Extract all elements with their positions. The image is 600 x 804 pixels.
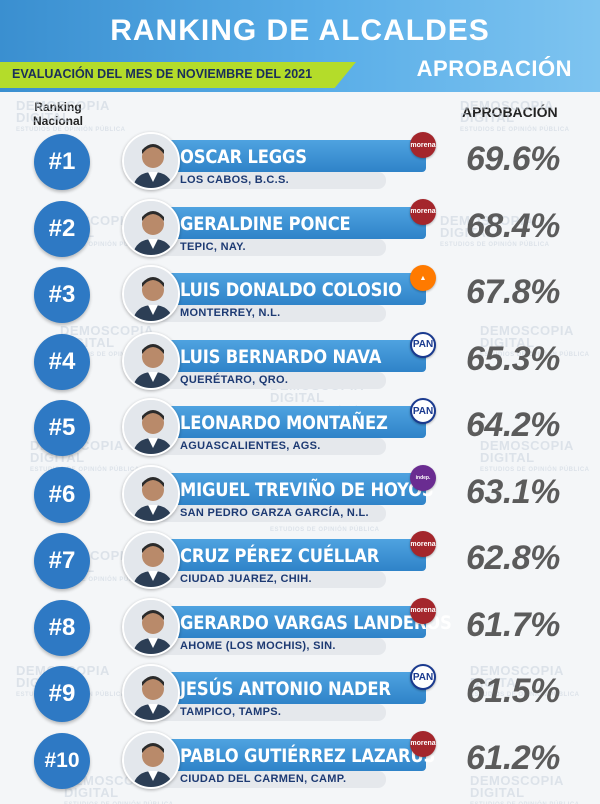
city-bar: TAMPICO, TAMPS. <box>152 704 386 721</box>
name-bar: GERALDINE PONCE <box>152 206 426 239</box>
subtitle-text: EVALUACIÓN DEL MES DE NOVIEMBRE DEL 2021 <box>12 67 313 81</box>
party-logo-icon: PAN <box>410 664 436 690</box>
city-bar: MONTERREY, N.L. <box>152 305 386 322</box>
party-logo-icon: morena <box>410 531 436 557</box>
approval-percentage: 68.4% <box>466 206 560 245</box>
ranking-row: #5 LEONARDO MONTAÑEZ AGUASCALIENTES, AGS. P… <box>0 394 600 460</box>
mayor-name: PABLO GUTIÉRREZ LAZARUS <box>180 744 436 767</box>
name-bar: CRUZ PÉREZ CUÉLLAR <box>152 539 426 571</box>
city-bar: CIUDAD JUAREZ, CHIH. <box>152 571 386 588</box>
party-logo-icon: morena <box>410 597 436 624</box>
ranking-row: #7 CRUZ PÉREZ CUÉLLAR CIUDAD JUAREZ, CHIH.… <box>0 527 600 593</box>
ranking-row: #4 LUIS BERNARDO NAVA QUERÉTARO, QRO. PAN 65… <box>0 328 600 394</box>
approval-percentage: 69.6% <box>466 140 560 178</box>
ranking-row: #6 MIGUEL TREVIÑO DE HOYOS SAN PEDRO GARZA… <box>0 461 600 527</box>
mayor-name: LUIS BERNARDO NAVA <box>180 345 382 368</box>
avatar <box>122 597 180 656</box>
mayor-name: LUIS DONALDO COLOSIO <box>180 279 402 301</box>
ranking-row: #2 GERALDINE PONCE TEPIC, NAY. morena 68.4% <box>0 195 600 261</box>
approval-percentage: 67.8% <box>466 273 560 311</box>
rank-badge: #10 <box>34 732 90 789</box>
ranking-row: #1 OSCAR LEGGS LOS CABOS, B.C.S. morena 69.6… <box>0 128 600 194</box>
party-logo-icon: morena <box>410 132 436 158</box>
city-bar: AHOME (LOS MOCHIS), SIN. <box>152 637 386 655</box>
mayor-name: OSCAR LEGGS <box>180 146 307 168</box>
city-bar: AGUASCALIENTES, AGS. <box>152 438 386 455</box>
ranking-row: #8 GERARDO VARGAS LANDEROS AHOME (LOS MOCH… <box>0 594 600 660</box>
avatar <box>122 198 180 257</box>
rank-badge: #1 <box>34 134 90 190</box>
rank-badge: #7 <box>34 533 90 589</box>
approval-percentage: 61.5% <box>466 672 560 710</box>
avatar <box>122 398 180 456</box>
name-bar: GERARDO VARGAS LANDEROS <box>152 605 452 638</box>
party-logo-icon: indep. <box>410 464 436 491</box>
approval-percentage: 62.8% <box>466 539 560 577</box>
page-title: RANKING DE ALCALDES <box>110 14 490 47</box>
avatar <box>122 331 180 390</box>
party-logo-icon: PAN <box>410 398 436 424</box>
approval-percentage: 65.3% <box>466 339 560 378</box>
city-name: MONTERREY, N.L. <box>180 307 281 319</box>
mayor-name: CRUZ PÉREZ CUÉLLAR <box>180 545 380 567</box>
city-name: TEPIC, NAY. <box>180 240 246 253</box>
ranking-row: #10 PABLO GUTIÉRREZ LAZARUS CIUDAD DEL CAR… <box>0 727 600 793</box>
name-bar: LUIS DONALDO COLOSIO <box>152 273 426 305</box>
ranking-row: #9 JESÚS ANTONIO NADER TAMPICO, TAMPS. PAN 6… <box>0 660 600 726</box>
city-name: TAMPICO, TAMPS. <box>180 706 282 718</box>
header-banner: RANKING DE ALCALDES EVALUACIÓN DEL MES D… <box>0 0 600 92</box>
city-name: SAN PEDRO GARZA GARCÍA, N.L. <box>180 506 369 519</box>
approval-percentage: 63.1% <box>466 472 560 511</box>
avatar <box>122 664 180 722</box>
party-logo-icon: morena <box>410 730 436 757</box>
city-bar: SAN PEDRO GARZA GARCÍA, N.L. <box>152 504 386 522</box>
mayor-name: LEONARDO MONTAÑEZ <box>180 412 388 434</box>
city-name: QUERÉTARO, QRO. <box>180 373 289 386</box>
rank-badge: #3 <box>34 267 90 323</box>
city-bar: CIUDAD DEL CARMEN, CAMP. <box>152 770 386 788</box>
name-bar: OSCAR LEGGS <box>152 140 426 172</box>
city-name: AGUASCALIENTES, AGS. <box>180 440 321 452</box>
avatar <box>122 730 180 789</box>
avatar <box>122 132 180 190</box>
city-name: CIUDAD DEL CARMEN, CAMP. <box>180 772 347 785</box>
avatar <box>122 531 180 589</box>
city-bar: TEPIC, NAY. <box>152 238 386 256</box>
city-name: CIUDAD JUAREZ, CHIH. <box>180 573 312 585</box>
city-name: AHOME (LOS MOCHIS), SIN. <box>180 639 336 652</box>
name-bar: JESÚS ANTONIO NADER <box>152 672 426 704</box>
mayor-name: JESÚS ANTONIO NADER <box>180 678 391 700</box>
avatar <box>122 265 180 323</box>
aprobacion-column-label: APROBACIÓN <box>462 104 558 120</box>
rank-badge: #2 <box>34 200 90 257</box>
approval-percentage: 64.2% <box>466 406 560 444</box>
rank-badge: #5 <box>34 400 90 456</box>
header-aprobacion: APROBACIÓN <box>416 56 572 81</box>
rank-badge: #8 <box>34 599 90 656</box>
mayor-name: GERARDO VARGAS LANDEROS <box>180 611 452 634</box>
party-logo-icon: PAN <box>410 331 436 358</box>
avatar <box>122 464 180 523</box>
city-name: LOS CABOS, B.C.S. <box>180 174 289 186</box>
approval-percentage: 61.2% <box>466 738 560 777</box>
name-bar: LUIS BERNARDO NAVA <box>152 339 426 372</box>
city-bar: LOS CABOS, B.C.S. <box>152 172 386 189</box>
party-logo-icon: morena <box>410 198 436 225</box>
city-bar: QUERÉTARO, QRO. <box>152 371 386 389</box>
mayor-name: MIGUEL TREVIÑO DE HOYOS <box>180 478 434 501</box>
approval-percentage: 61.7% <box>466 605 560 644</box>
ranking-row: #3 LUIS DONALDO COLOSIO MONTERREY, N.L. ▲ 67… <box>0 261 600 327</box>
party-logo-icon: ▲ <box>410 265 436 291</box>
subtitle-bar: EVALUACIÓN DEL MES DE NOVIEMBRE DEL 2021 <box>0 62 356 88</box>
rank-badge: #6 <box>34 466 90 523</box>
rank-badge: #4 <box>34 333 90 390</box>
ranking-column-label: Ranking Nacional <box>32 100 83 128</box>
name-bar: MIGUEL TREVIÑO DE HOYOS <box>152 472 434 505</box>
mayor-name: GERALDINE PONCE <box>180 212 351 235</box>
name-bar: LEONARDO MONTAÑEZ <box>152 406 426 438</box>
name-bar: PABLO GUTIÉRREZ LAZARUS <box>152 738 435 771</box>
rank-badge: #9 <box>34 666 90 722</box>
